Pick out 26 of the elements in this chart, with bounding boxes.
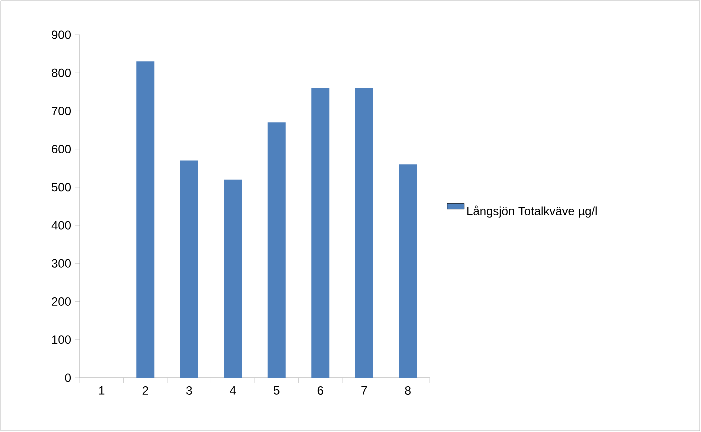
y-tick-label: 0 bbox=[65, 374, 72, 382]
x-tick-label: 4 bbox=[230, 386, 236, 395]
legend-label: Långsjön Totalkväve µg/l bbox=[468, 206, 597, 218]
y-tick-label: 300 bbox=[52, 259, 72, 268]
x-tick-label: 6 bbox=[318, 386, 324, 395]
x-tick-label: 2 bbox=[142, 386, 148, 395]
y-tick-label: 600 bbox=[52, 145, 72, 154]
bar bbox=[136, 62, 155, 378]
bar bbox=[355, 88, 374, 378]
y-tick-label: 800 bbox=[52, 68, 72, 78]
bar bbox=[268, 122, 286, 378]
y-tick-label: 200 bbox=[52, 298, 72, 306]
y-tick-label: 900 bbox=[52, 30, 72, 40]
bar bbox=[224, 180, 242, 378]
x-tick-label: 3 bbox=[186, 386, 192, 395]
bar bbox=[399, 164, 418, 378]
y-tick-label: 500 bbox=[52, 183, 72, 192]
x-tick-label: 8 bbox=[405, 386, 411, 395]
bar bbox=[312, 88, 330, 378]
y-tick-label: 100 bbox=[52, 336, 72, 344]
x-tick-label: 7 bbox=[362, 386, 368, 395]
y-tick-label: 700 bbox=[52, 106, 72, 116]
y-tick-label: 400 bbox=[52, 221, 72, 230]
bar bbox=[180, 160, 198, 378]
x-tick-label: 5 bbox=[274, 386, 280, 395]
x-tick-label: 1 bbox=[99, 386, 105, 395]
